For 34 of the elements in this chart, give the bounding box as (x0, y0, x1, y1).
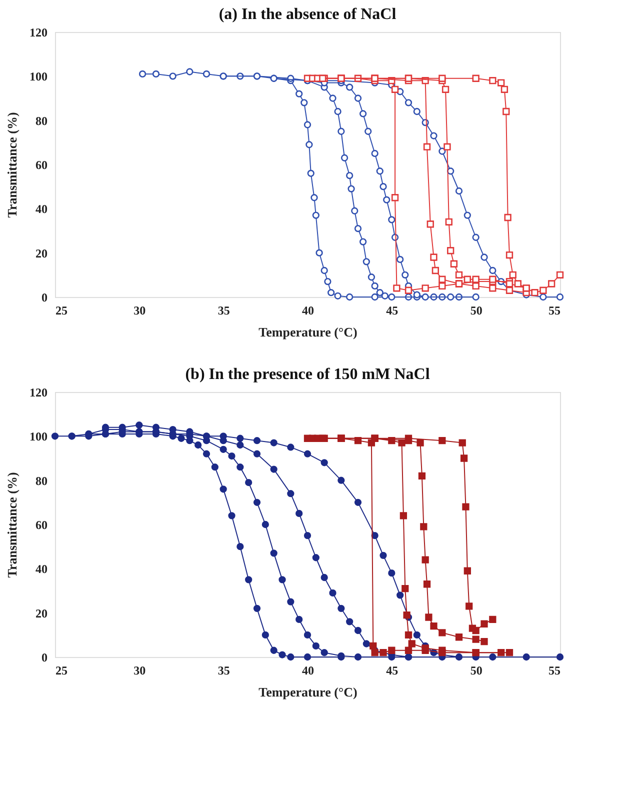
y-tick-label: 120 (30, 26, 48, 40)
x-tick-label: 25 (56, 304, 68, 318)
y-tick-label: 60 (36, 158, 48, 172)
x-tick-label: 25 (56, 664, 68, 678)
x-axis-title: Temperature (°C) (258, 324, 358, 340)
x-tick-label: 45 (386, 664, 398, 678)
x-tick-label: 55 (548, 664, 560, 678)
x-tick-label: 50 (470, 304, 482, 318)
x-tick-label: 35 (218, 664, 230, 678)
y-tick-label: 40 (36, 202, 48, 216)
x-tick-label: 30 (134, 664, 146, 678)
y-tick-label: 20 (36, 606, 48, 620)
y-tick-label: 120 (30, 386, 48, 400)
x-tick-label: 50 (470, 664, 482, 678)
y-tick-label: 100 (30, 430, 48, 444)
y-tick-label: 40 (36, 562, 48, 576)
x-tick-label: 45 (386, 304, 398, 318)
y-tick-label: 20 (36, 246, 48, 260)
y-axis-title: Transmittance (%) (4, 112, 20, 218)
chart-title: (b) In the presence of 150 mM NaCl (185, 366, 430, 383)
y-tick-label: 0 (42, 650, 48, 664)
y-axis-title: Transmittance (%) (4, 472, 20, 578)
x-tick-label: 40 (302, 304, 314, 318)
chart-title: (a) In the absence of NaCl (218, 6, 397, 23)
y-tick-label: 100 (30, 70, 48, 84)
y-tick-label: 60 (36, 518, 48, 532)
x-axis-title: Temperature (°C) (258, 684, 358, 700)
x-tick-label: 55 (548, 304, 560, 318)
y-tick-label: 0 (42, 290, 48, 304)
y-tick-label: 80 (36, 474, 48, 488)
x-tick-label: 30 (134, 304, 146, 318)
x-tick-label: 40 (302, 664, 314, 678)
y-tick-label: 80 (36, 114, 48, 128)
x-tick-label: 35 (218, 304, 230, 318)
